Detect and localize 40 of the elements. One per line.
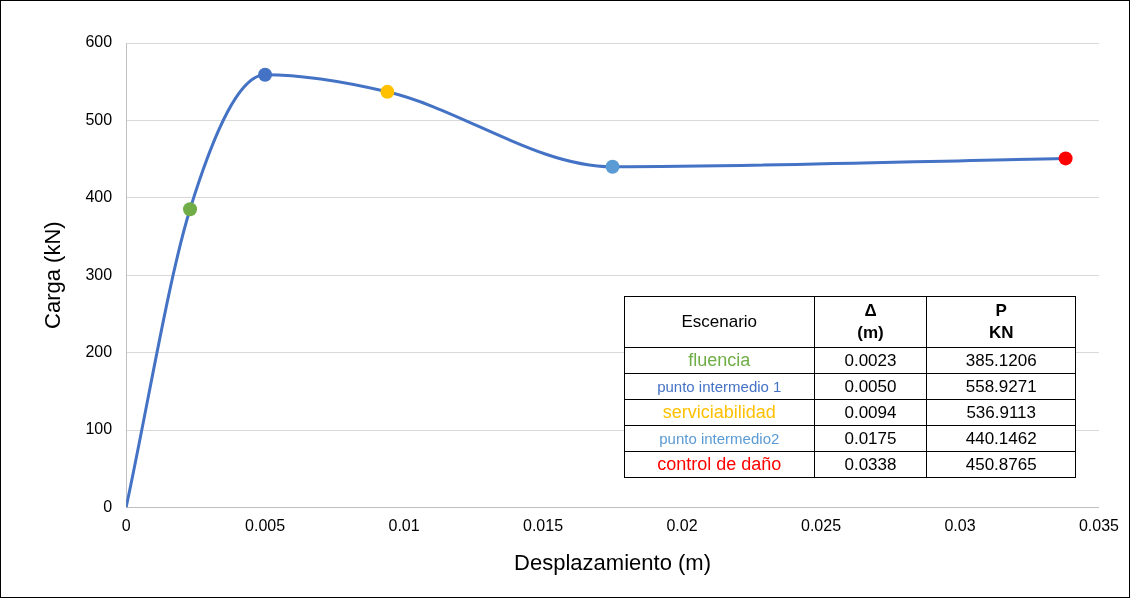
y-tick-label: 500 [85, 110, 113, 128]
y-tick-label: 0 [103, 497, 113, 515]
y-tick-label: 100 [85, 420, 113, 438]
annotation: 450.8765 [926, 451, 1076, 478]
annotation: 0.0050 [814, 373, 927, 400]
point [1058, 151, 1073, 166]
point [605, 159, 620, 174]
annotation: 0.0094 [814, 399, 927, 426]
annotation: Δ (m) [814, 296, 927, 348]
y-tick-label: 400 [85, 188, 113, 206]
text: fluencia [688, 350, 751, 370]
annotation: P KN [926, 296, 1076, 348]
annotation: 0.0175 [814, 425, 927, 452]
text: punto intermedio2 [659, 430, 780, 447]
point [258, 67, 273, 82]
x-tick-label: 0.035 [1078, 517, 1120, 535]
y-tick-label: 600 [85, 33, 113, 51]
annotation: 440.1462 [926, 425, 1076, 452]
annotation: 0.0338 [814, 451, 927, 478]
x-tick-label: 0 [121, 517, 131, 535]
y-tick-label: 200 [85, 343, 113, 361]
x-axis-title: Desplazamiento (m) [514, 549, 711, 575]
x-tick-label: 0.015 [523, 517, 564, 535]
annotation: 558.9271 [926, 373, 1076, 400]
annotation: 385.1206 [926, 347, 1076, 374]
x-tick-label: 0.01 [388, 517, 420, 535]
text: punto intermedio 1 [657, 378, 782, 395]
point [183, 202, 198, 217]
annotation: Escenario [624, 296, 815, 348]
y-axis-title: Carga (kN) [40, 221, 66, 329]
annotation: 0.0023 [814, 347, 927, 374]
x-tick-label: 0.005 [245, 517, 286, 535]
text: control de daño [657, 454, 782, 474]
y-tick-label: 300 [85, 265, 113, 283]
x-tick-label: 0.03 [944, 517, 976, 535]
x-tick-label: 0.02 [666, 517, 698, 535]
point [380, 84, 395, 99]
text: serviciabilidad [662, 402, 776, 422]
x-tick-label: 0.025 [800, 517, 842, 535]
annotation: 536.9113 [926, 399, 1076, 426]
